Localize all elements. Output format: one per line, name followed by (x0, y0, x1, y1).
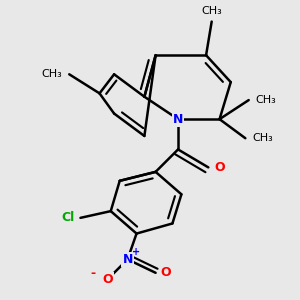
Text: +: + (133, 247, 141, 256)
Text: O: O (102, 273, 113, 286)
Text: N: N (173, 113, 183, 126)
Text: CH₃: CH₃ (201, 6, 222, 16)
Text: CH₃: CH₃ (252, 133, 273, 143)
Text: N: N (122, 253, 133, 266)
Text: O: O (214, 161, 225, 174)
Text: CH₃: CH₃ (255, 95, 276, 105)
Text: Cl: Cl (61, 212, 75, 224)
Text: O: O (160, 266, 171, 279)
Text: -: - (90, 267, 95, 280)
Text: CH₃: CH₃ (42, 69, 62, 79)
